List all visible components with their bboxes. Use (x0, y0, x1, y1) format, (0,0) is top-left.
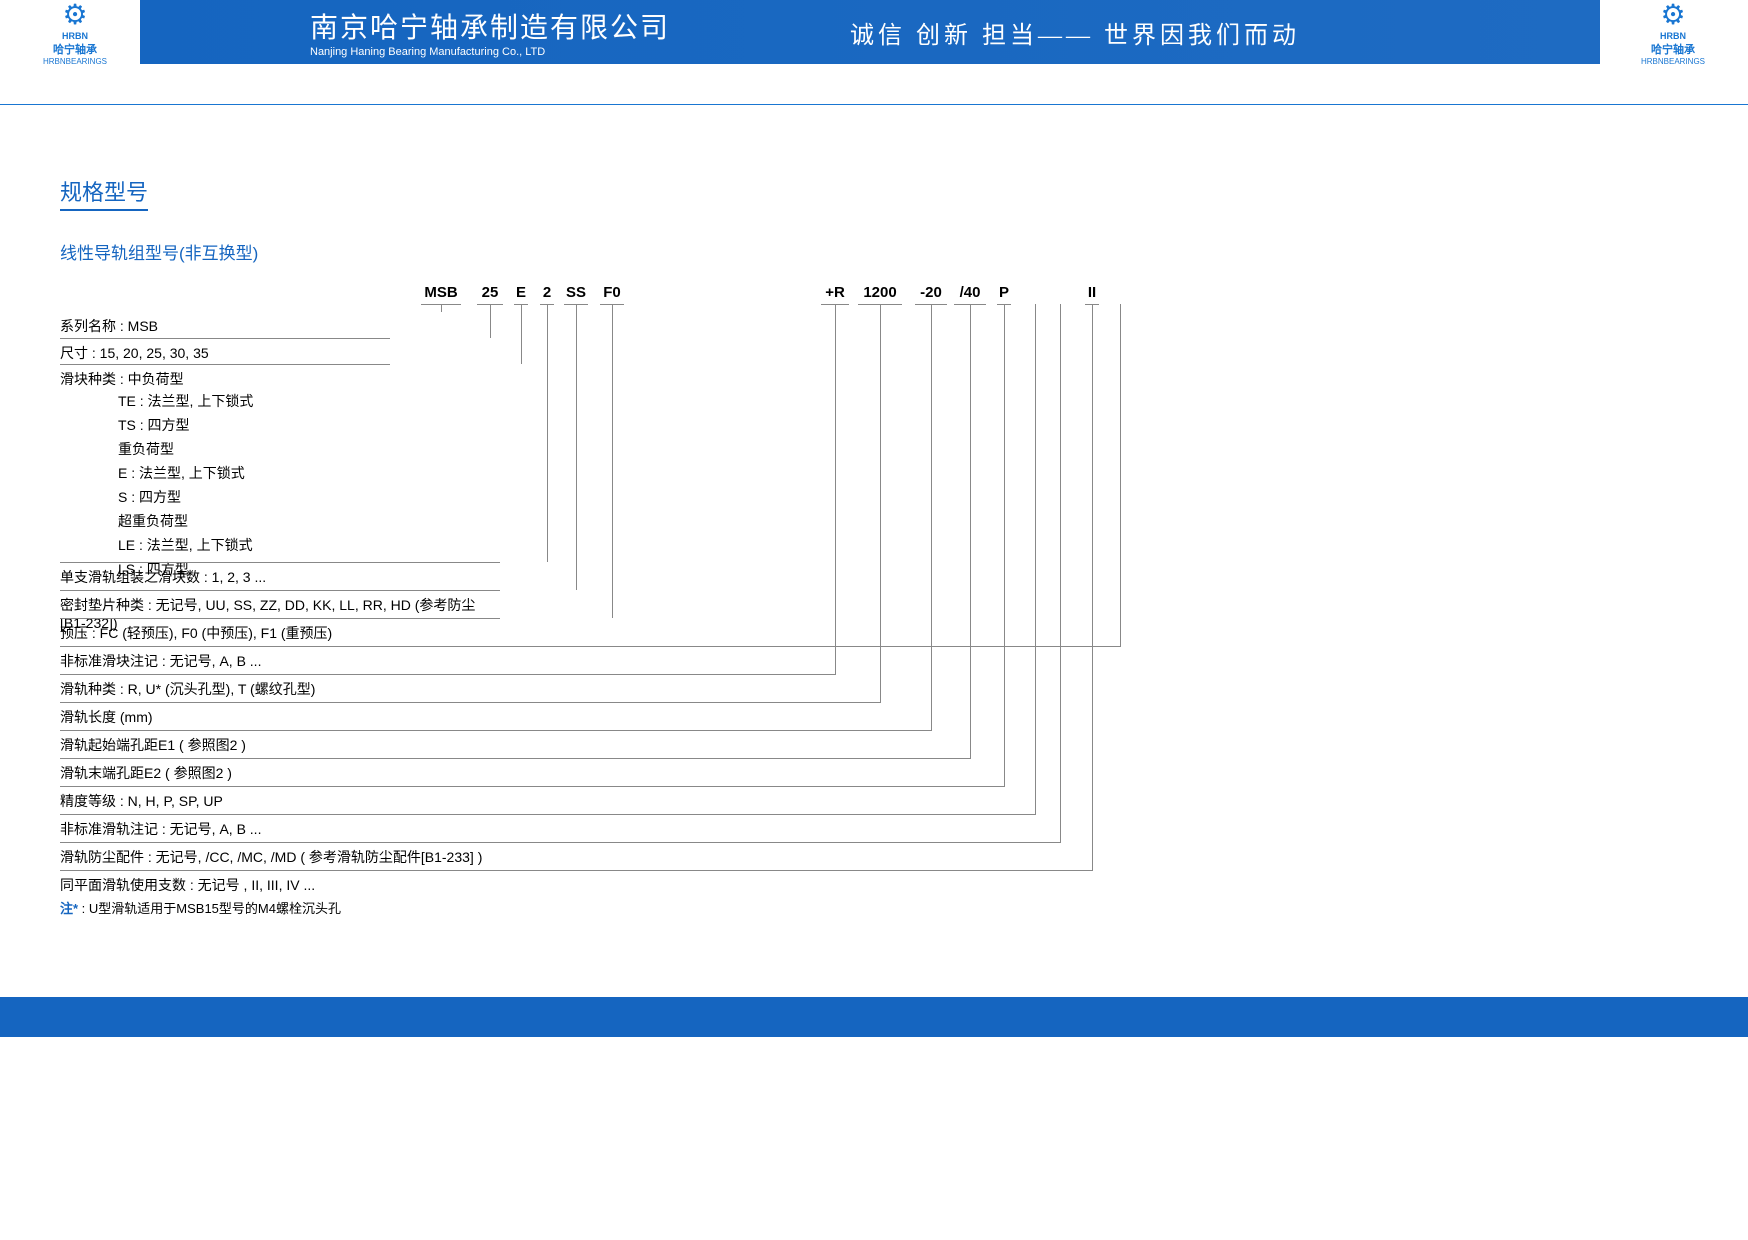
spec-row: 单支滑轨组装之滑块数 : 1, 2, 3 ... (60, 562, 500, 587)
header-banner: ⚙ HRBN 哈宁轴承 HRBNBEARINGS 南京哈宁轴承制造有限公司 Na… (0, 0, 1748, 64)
company-name-en: Nanjing Haning Bearing Manufacturing Co.… (310, 46, 670, 58)
code-segment: 1200 (858, 284, 902, 301)
spec-row: 精度等级 : N, H, P, SP, UP (60, 786, 720, 811)
company-slogan: 诚信 创新 担当—— 世界因我们而动 (850, 15, 1300, 50)
code-segment: -20 (915, 284, 947, 301)
sub-title: 线性导轨组型号(非互换型) (60, 239, 1688, 264)
spec-row: 滑轨起始端孔距E1 ( 参照图2 ) (60, 730, 720, 755)
code-segment: II (1085, 284, 1099, 301)
logo-code: HRBN (20, 31, 130, 41)
code-segment: 25 (477, 284, 503, 301)
spec-label: 预压 : FC (轻预压), F0 (中预压), F1 (重预压) (60, 623, 500, 643)
code-segment: /40 (954, 284, 986, 301)
spec-row: 滑块种类 : 中负荷型TE : 法兰型, 上下锁式TS : 四方型重负荷型E :… (60, 364, 390, 581)
spec-row: 滑轨种类 : R, U* (沉头孔型), T (螺纹孔型) (60, 674, 720, 699)
company-name-cn: 南京哈宁轴承制造有限公司 (310, 13, 670, 44)
spec-label: 系列名称 : MSB (60, 316, 390, 336)
spec-sublist: TE : 法兰型, 上下锁式TS : 四方型重负荷型E : 法兰型, 上下锁式S… (60, 389, 390, 581)
gear-icon: ⚙ (1618, 0, 1728, 31)
part-number-diagram: MSB 25 E2 SS F0 +R 1200 -20/40 P II 系列名称 : MSB 尺寸 … (60, 284, 1688, 894)
code-segment: SS (564, 284, 588, 301)
spec-row: 同平面滑轨使用支数 : 无记号 , II, III, IV ... (60, 870, 720, 895)
spec-row: 非标准滑轨注记 : 无记号, A, B ... (60, 814, 720, 839)
code-segment: P (997, 284, 1011, 301)
spec-row: 滑轨长度 (mm) (60, 702, 720, 727)
spec-label: 滑轨末端孔距E2 ( 参照图2 ) (60, 763, 720, 783)
content-area: 规格型号 线性导轨组型号(非互换型) MSB 25 E2 SS F0 +R 1200 -20 /… (0, 105, 1748, 957)
spec-label: 滑块种类 : 中负荷型 (60, 369, 390, 389)
logo-name-en: HRBNBEARINGS (20, 57, 130, 66)
footnote: 注* : U型滑轨适用于MSB15型号的M4螺栓沉头孔 (60, 898, 1688, 917)
spec-sublist-item: E : 法兰型, 上下锁式 (118, 461, 390, 485)
spec-sublist-item: 超重负荷型 (118, 509, 390, 533)
code-segment: +R (821, 284, 849, 301)
logo-code: HRBN (1618, 31, 1728, 41)
spec-row: 滑轨末端孔距E2 ( 参照图2 ) (60, 758, 720, 783)
code-segment: E (514, 284, 528, 301)
spec-label: 滑轨防尘配件 : 无记号, /CC, /MC, /MD ( 参考滑轨防尘配件[B… (60, 847, 720, 867)
footnote-text: : U型滑轨适用于MSB15型号的M4螺栓沉头孔 (78, 901, 341, 916)
spec-label: 单支滑轨组装之滑块数 : 1, 2, 3 ... (60, 567, 500, 587)
gear-icon: ⚙ (20, 0, 130, 31)
logo-name-cn: 哈宁轴承 (1618, 41, 1728, 57)
section-title: 规格型号 (60, 175, 148, 211)
spec-label: 精度等级 : N, H, P, SP, UP (60, 791, 720, 811)
spec-sublist-item: TE : 法兰型, 上下锁式 (118, 389, 390, 413)
spec-sublist-item: LE : 法兰型, 上下锁式 (118, 533, 390, 557)
spec-sublist-item: TS : 四方型 (118, 413, 390, 437)
code-segment: MSB (421, 284, 461, 301)
spec-label: 非标准滑轨注记 : 无记号, A, B ... (60, 819, 720, 839)
logo-left: ⚙ HRBN 哈宁轴承 HRBNBEARINGS (20, 0, 130, 66)
spec-row: 滑轨防尘配件 : 无记号, /CC, /MC, /MD ( 参考滑轨防尘配件[B… (60, 842, 720, 867)
banner-main: 南京哈宁轴承制造有限公司 Nanjing Haning Bearing Manu… (130, 6, 1748, 58)
footer-bar (0, 997, 1748, 1037)
spec-label: 滑轨起始端孔距E1 ( 参照图2 ) (60, 735, 720, 755)
spec-row: 非标准滑块注记 : 无记号, A, B ... (60, 646, 720, 671)
logo-name-cn: 哈宁轴承 (20, 41, 130, 57)
spec-row: 预压 : FC (轻预压), F0 (中预压), F1 (重预压) (60, 618, 500, 643)
spec-row: 尺寸 : 15, 20, 25, 30, 35 (60, 338, 390, 363)
code-segment: 2 (540, 284, 554, 301)
banner-title-block: 南京哈宁轴承制造有限公司 Nanjing Haning Bearing Manu… (310, 6, 670, 58)
code-segment: F0 (600, 284, 624, 301)
spec-label: 滑轨种类 : R, U* (沉头孔型), T (螺纹孔型) (60, 679, 720, 699)
spec-sublist-item: S : 四方型 (118, 485, 390, 509)
spec-label: 尺寸 : 15, 20, 25, 30, 35 (60, 343, 390, 363)
logo-right: ⚙ HRBN 哈宁轴承 HRBNBEARINGS (1618, 0, 1728, 66)
spec-label: 非标准滑块注记 : 无记号, A, B ... (60, 651, 720, 671)
spec-sublist-item: 重负荷型 (118, 437, 390, 461)
spec-label: 滑轨长度 (mm) (60, 707, 720, 727)
spec-label: 同平面滑轨使用支数 : 无记号 , II, III, IV ... (60, 875, 720, 895)
spec-row: 系列名称 : MSB (60, 312, 390, 336)
logo-name-en: HRBNBEARINGS (1618, 57, 1728, 66)
note-star-icon: 注* (60, 901, 78, 916)
